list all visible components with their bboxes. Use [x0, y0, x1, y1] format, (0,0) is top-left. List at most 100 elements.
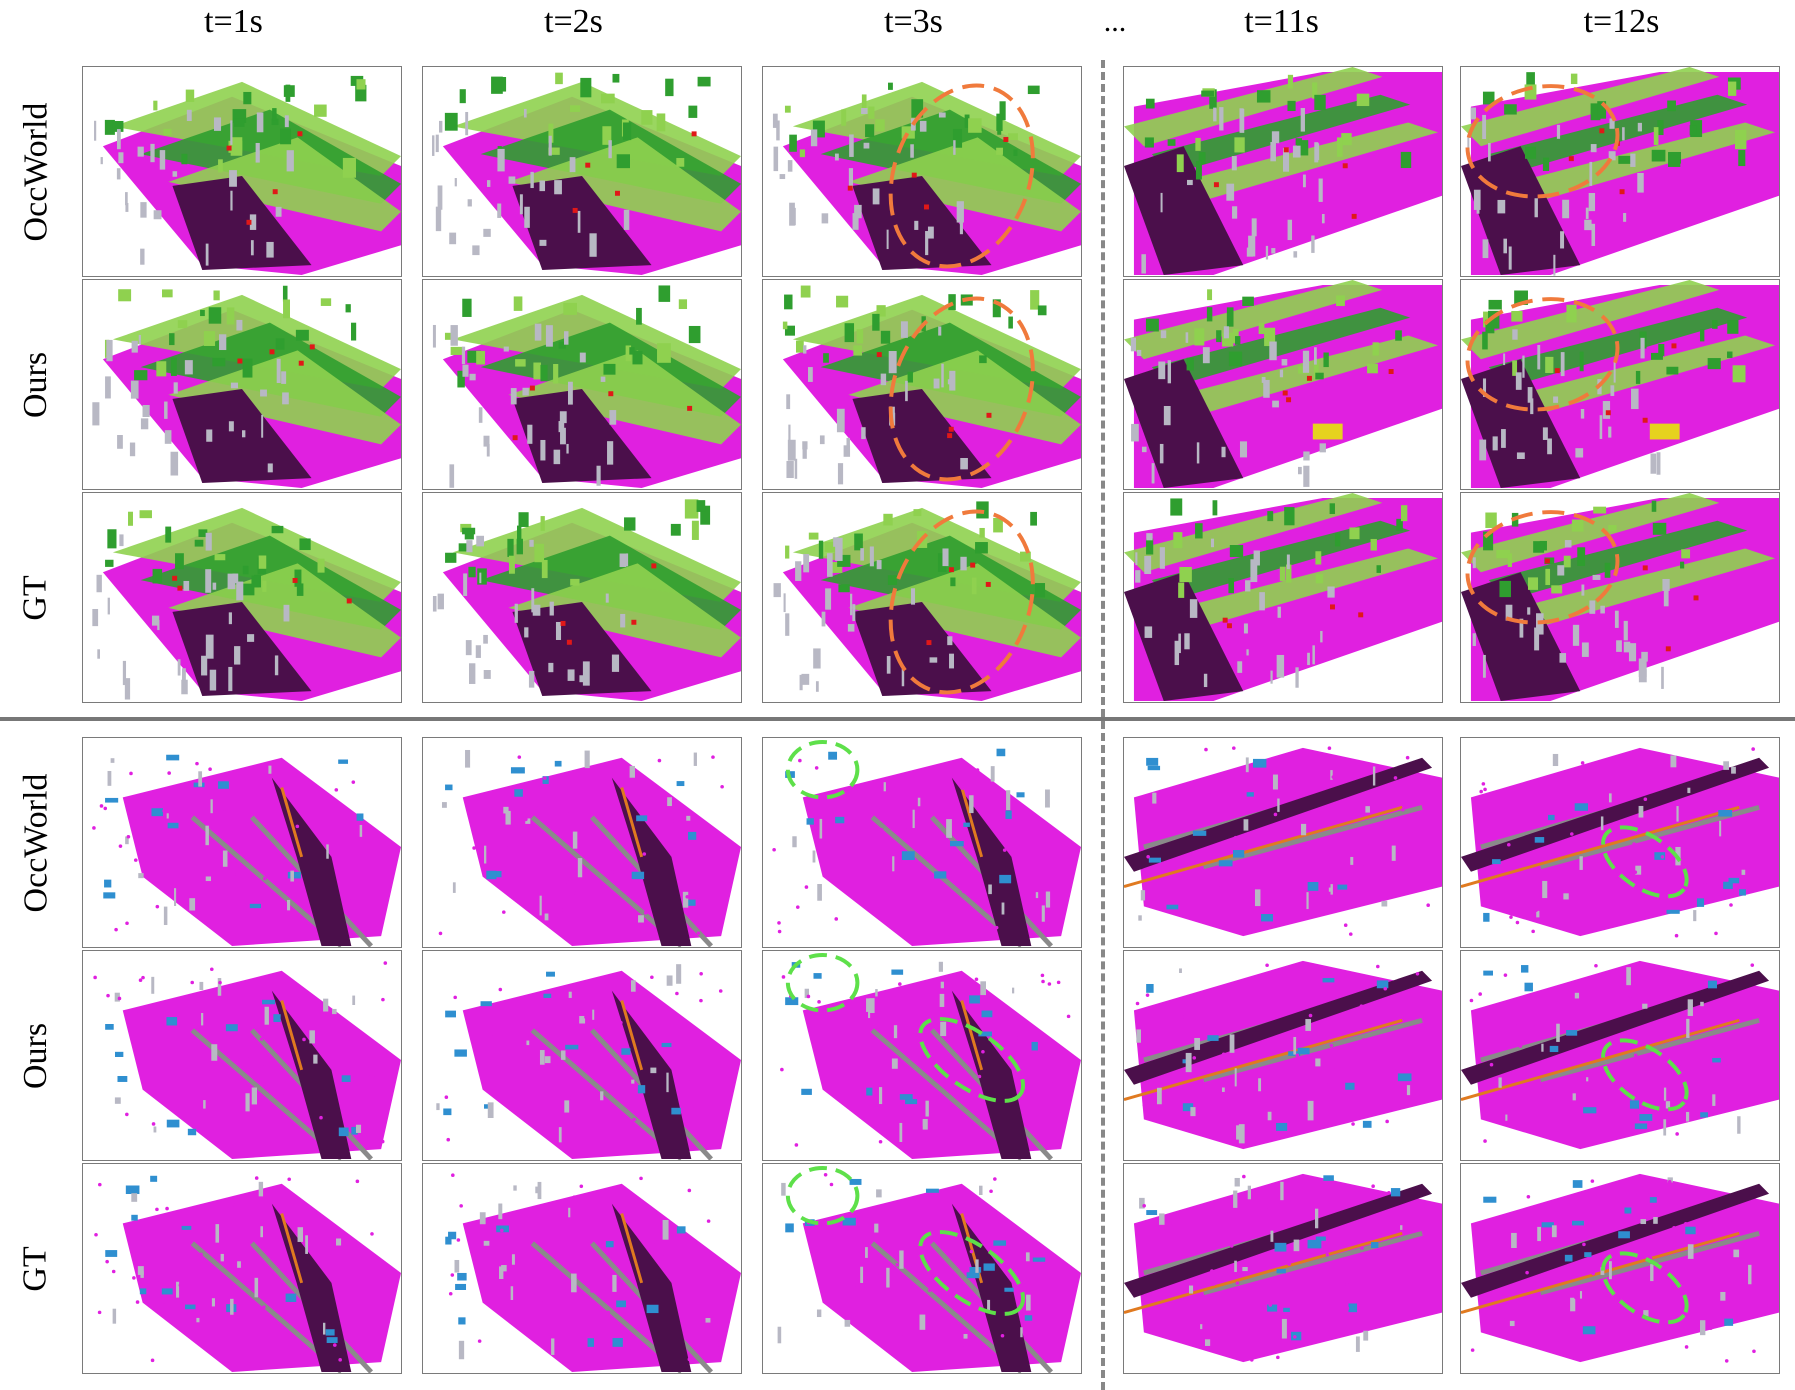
lidar-point — [99, 804, 104, 808]
structure-voxel — [479, 572, 482, 584]
lidar-point — [150, 1025, 155, 1030]
structure-voxel — [92, 608, 99, 627]
lidar-point — [1330, 765, 1334, 769]
structure-voxel — [554, 180, 562, 195]
car-voxel — [631, 871, 645, 880]
structure-voxel — [209, 669, 217, 691]
lidar-point — [195, 761, 199, 766]
lane-line — [1202, 1230, 1423, 1296]
structure-voxel — [1279, 369, 1284, 378]
lidar-point — [1764, 1303, 1769, 1308]
structure-voxel — [544, 1056, 551, 1064]
structure-voxel — [1293, 251, 1298, 258]
structure-voxel — [1472, 557, 1476, 569]
sidewalk-region — [1461, 146, 1581, 276]
structure-voxel — [788, 424, 791, 447]
car-voxel — [1283, 1307, 1290, 1312]
lidar-point — [891, 1092, 896, 1097]
sidewalk-region — [1124, 970, 1433, 1085]
structure-voxel — [1741, 869, 1746, 875]
tree-voxel — [676, 158, 685, 167]
occupancy-render — [1124, 280, 1442, 489]
lidar-point — [1590, 1179, 1595, 1183]
structure-voxel — [1534, 627, 1540, 651]
structure-voxel — [100, 157, 103, 165]
structure-voxel — [229, 170, 237, 187]
structure-voxel — [826, 553, 833, 577]
tree-voxel — [678, 299, 688, 310]
lidar-point — [829, 1182, 834, 1187]
structure-voxel — [1616, 640, 1622, 652]
car-voxel — [486, 870, 497, 880]
structure-voxel — [1243, 819, 1249, 831]
structure-voxel — [559, 411, 567, 424]
lidar-point — [155, 804, 160, 808]
tree-voxel — [1367, 363, 1378, 374]
tree-voxel — [534, 543, 545, 563]
structure-voxel — [1136, 349, 1142, 356]
structure-voxel — [1381, 900, 1388, 907]
pedestrian-voxel — [631, 619, 637, 625]
structure-voxel — [1608, 1261, 1612, 1280]
car-voxel — [1390, 1188, 1401, 1197]
lidar-point — [155, 1207, 159, 1212]
lidar-point — [1273, 812, 1278, 817]
lidar-point — [1643, 797, 1648, 801]
lane-line — [1539, 1017, 1760, 1083]
lidar-point — [1287, 1262, 1291, 1266]
car-voxel — [1724, 1318, 1734, 1326]
tree-voxel — [1267, 511, 1274, 522]
tree-voxel — [1019, 551, 1031, 562]
structure-voxel — [258, 1181, 264, 1197]
structure-voxel — [1272, 400, 1279, 408]
lidar-point — [975, 768, 980, 772]
sidewalk-region — [512, 175, 652, 271]
lidar-point — [675, 991, 679, 996]
lidar-point — [515, 857, 520, 862]
highlight-ellipse — [918, 1230, 1026, 1316]
structure-voxel — [1467, 134, 1470, 149]
lidar-point — [1667, 872, 1671, 876]
car-voxel — [1182, 1103, 1194, 1112]
car-voxel — [565, 1044, 579, 1050]
structure-voxel — [313, 1054, 318, 1064]
barrier-line — [1124, 1231, 1403, 1315]
tree-voxel — [107, 529, 117, 549]
lidar-point — [135, 1300, 140, 1304]
lidar-point — [1426, 903, 1430, 907]
lidar-point — [1678, 1062, 1682, 1066]
lidar-point — [723, 1286, 727, 1291]
structure-voxel — [483, 634, 488, 644]
structure-voxel — [819, 818, 823, 839]
structure-voxel — [449, 464, 455, 488]
structure-voxel — [1626, 967, 1631, 986]
tree-voxel — [865, 124, 875, 138]
lidar-point — [1135, 1001, 1140, 1006]
car-voxel — [1024, 1315, 1033, 1321]
structure-voxel — [1537, 1226, 1541, 1242]
tree-voxel — [1712, 320, 1718, 329]
lidar-point — [989, 1189, 993, 1194]
structure-voxel — [1321, 213, 1325, 224]
structure-voxel — [206, 429, 213, 442]
tree-voxel — [808, 532, 819, 540]
car-voxel — [1207, 1035, 1219, 1041]
panel-street-a-ours-t=1s — [82, 279, 402, 490]
tree-voxel — [823, 353, 829, 363]
structure-voxel — [157, 620, 160, 631]
lidar-point — [129, 771, 133, 776]
lidar-point — [1056, 980, 1061, 985]
car-voxel — [828, 751, 838, 760]
structure-voxel — [465, 111, 469, 136]
structure-voxel — [1580, 408, 1585, 419]
tree-voxel — [1145, 318, 1159, 332]
lidar-point — [714, 1344, 719, 1349]
tree-voxel — [789, 134, 797, 152]
structure-voxel — [567, 381, 573, 405]
lidar-point — [1484, 1041, 1489, 1045]
structure-voxel — [1511, 1232, 1517, 1248]
lidar-point — [1242, 1174, 1246, 1179]
structure-voxel — [1307, 1100, 1314, 1121]
structure-voxel — [458, 1340, 465, 1360]
tree-voxel — [213, 290, 220, 301]
